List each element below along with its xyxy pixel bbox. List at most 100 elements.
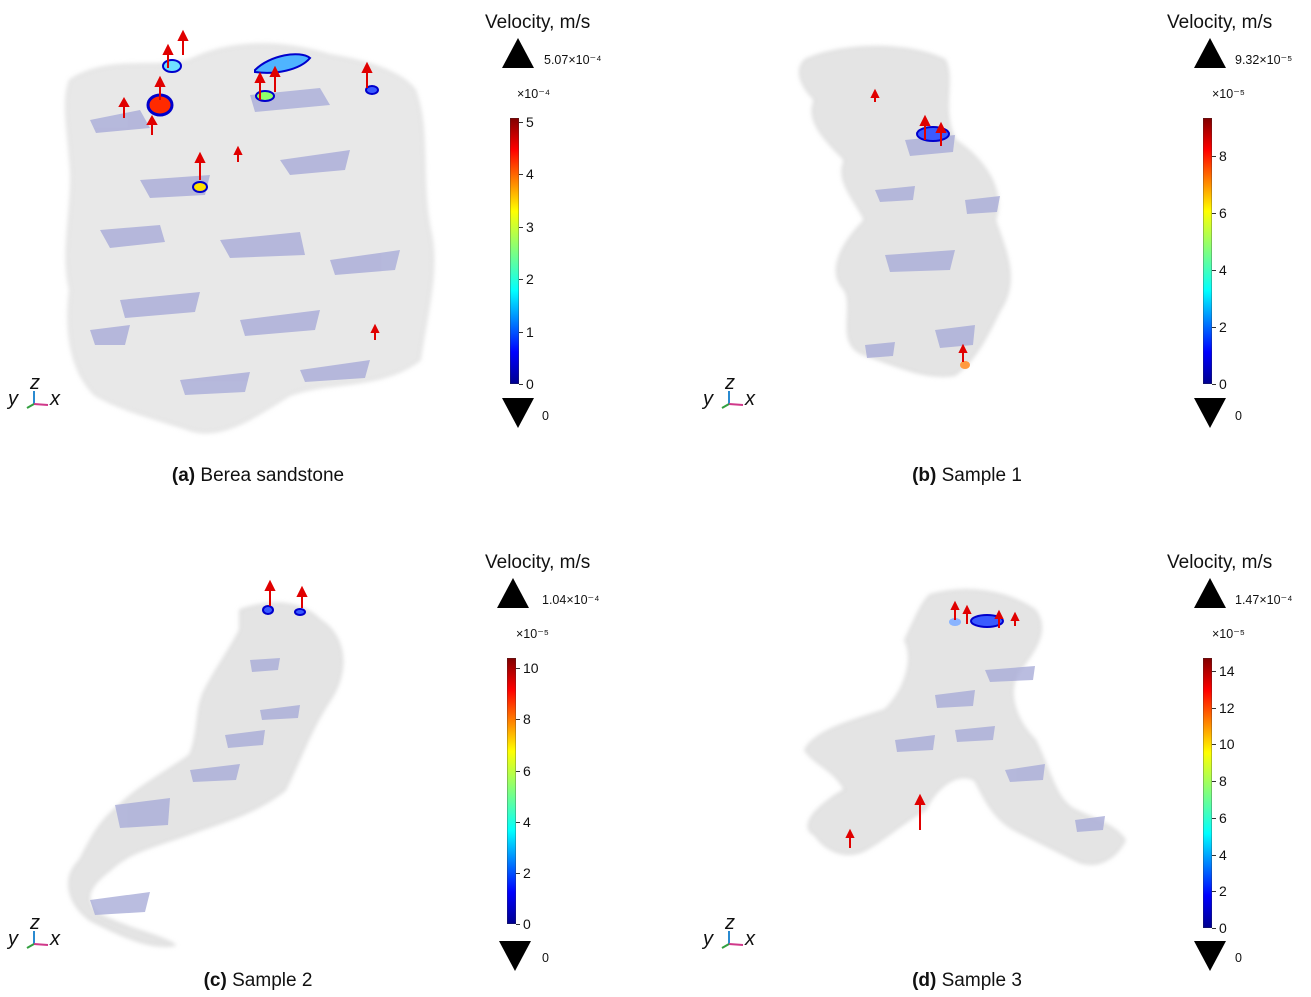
colorbar-tick-label: 12: [1219, 699, 1235, 716]
min-triangle-icon: [1194, 398, 1226, 428]
colorbar-tick-label: 2: [1219, 318, 1227, 335]
pore-render-sample-1: [799, 46, 1011, 377]
max-value: 1.04×10⁻⁴: [542, 593, 600, 607]
scale-exponent: ×10⁻⁴: [517, 87, 551, 101]
colorbar: [1202, 117, 1213, 385]
max-value: 5.07×10⁻⁴: [544, 53, 602, 67]
caption-a: (a) Berea sandstone: [58, 465, 458, 487]
min-value: 0: [542, 409, 549, 423]
colorbar: [509, 117, 520, 385]
colorbar-tick-label: 0: [1219, 376, 1227, 392]
colorbar-tick-label: 2: [523, 864, 531, 881]
axis-z-label: z: [30, 372, 40, 394]
colorbar-tick-mark: [516, 719, 520, 721]
min-triangle-icon: [1194, 941, 1226, 971]
axis-y-label: y: [703, 388, 713, 410]
pore-render-sample-3: [804, 589, 1126, 865]
colorbar-tick-mark: [1212, 854, 1216, 856]
colorbar-gradient: [1202, 657, 1213, 929]
colorbar-tick-label: 10: [1219, 736, 1235, 753]
colorbar-tick-mark: [1212, 781, 1216, 783]
colorbar-tick-label: 8: [1219, 773, 1227, 790]
axis-x-label: x: [745, 388, 755, 410]
colorbar-tick-mark: [1212, 744, 1216, 746]
colorbar-tick-label: 4: [1219, 846, 1227, 863]
max-triangle-icon: [1194, 38, 1226, 68]
colorbar-tick-label: 3: [526, 218, 534, 235]
axes-triad-icon: [721, 931, 744, 949]
colorbar-tick-label: 1: [526, 323, 534, 340]
legend-title: Velocity, m/s: [485, 552, 591, 573]
axis-z-label: z: [30, 912, 40, 934]
caption-c: (c) Sample 2: [58, 970, 458, 992]
axis-z-label: z: [725, 372, 735, 394]
colorbar-gradient: [509, 117, 520, 385]
panel-b: z y x Velocity, m/s 9.32×10⁻⁵ ×10⁻⁵ 0 (b…: [655, 0, 1311, 498]
panel-c: z y x Velocity, m/s 1.04×10⁻⁴ ×10⁻⁵ 0 (c…: [0, 540, 655, 997]
colorbar-tick-mark: [516, 668, 520, 670]
caption-text: Sample 1: [936, 465, 1022, 486]
axis-x-label: x: [50, 388, 60, 410]
colorbar-tick-mark: [519, 331, 523, 333]
colorbar-tick-mark: [1212, 155, 1216, 157]
colorbar-gradient: [506, 657, 517, 925]
colorbar-tick-mark: [1212, 670, 1216, 672]
colorbar-tick-label: 14: [1219, 662, 1235, 679]
colorbar-tick-mark: [1212, 891, 1216, 893]
panel-d: z y x Velocity, m/s 1.47×10⁻⁴ ×10⁻⁵ 0 (d…: [655, 540, 1311, 997]
colorbar-gradient: [1202, 117, 1213, 385]
colorbar-tick-mark: [1212, 269, 1216, 271]
legend-title: Velocity, m/s: [485, 12, 591, 33]
scale-exponent: ×10⁻⁵: [1212, 627, 1245, 641]
colorbar-tick-label: 6: [1219, 204, 1227, 221]
colorbar-tick-label: 4: [526, 166, 534, 183]
caption-text: Sample 2: [226, 970, 313, 991]
min-value: 0: [1235, 409, 1242, 423]
pore-render-berea: [65, 29, 434, 434]
colorbar-tick-mark: [1212, 928, 1216, 929]
caption-letter: (d): [912, 970, 937, 991]
colorbar-tick-label: 5: [526, 113, 534, 130]
legend-title: Velocity, m/s: [1167, 552, 1273, 573]
colorbar-tick-mark: [519, 226, 523, 228]
colorbar-tick-mark: [516, 872, 520, 874]
colorbar-tick-mark: [519, 174, 523, 176]
min-value: 0: [1235, 951, 1242, 965]
min-value: 0: [542, 951, 549, 965]
max-triangle-icon: [502, 38, 534, 68]
caption-letter: (a): [171, 465, 196, 486]
colorbar-tick-mark: [1212, 212, 1216, 214]
colorbar-tick-mark: [519, 279, 523, 281]
axis-x-label: x: [50, 928, 60, 950]
axes-triad: z y x: [703, 372, 763, 412]
max-value: 1.47×10⁻⁴: [1235, 593, 1293, 607]
colorbar: [1202, 657, 1213, 929]
colorbar-tick-mark: [516, 821, 520, 823]
axes-triad-icon: [26, 391, 49, 409]
pore-render-sample-2: [68, 579, 343, 947]
colorbar-tick-label: 6: [523, 762, 531, 779]
caption-letter: (b): [912, 465, 937, 486]
colorbar-tick-label: 0: [526, 376, 534, 392]
axes-triad: z y x: [8, 372, 68, 412]
colorbar-tick-label: 2: [526, 271, 534, 288]
colorbar-tick-mark: [1212, 384, 1216, 385]
axes-triad: z y x: [8, 912, 68, 952]
scale-exponent: ×10⁻⁵: [516, 627, 549, 641]
axis-y-label: y: [8, 928, 18, 950]
axes-triad: z y x: [703, 912, 763, 952]
colorbar-tick-label: 8: [523, 711, 531, 728]
colorbar-tick-mark: [1212, 326, 1216, 328]
axis-x-label: x: [745, 928, 755, 950]
colorbar-tick-mark: [1212, 817, 1216, 819]
colorbar-tick-mark: [519, 384, 523, 385]
min-triangle-icon: [499, 941, 531, 971]
max-value: 9.32×10⁻⁵: [1235, 53, 1293, 67]
colorbar-tick-label: 0: [1219, 920, 1227, 936]
colorbar-tick-label: 6: [1219, 809, 1227, 826]
max-triangle-icon: [497, 578, 529, 608]
colorbar-tick-label: 4: [523, 813, 531, 830]
caption-letter: (c): [203, 970, 227, 991]
colorbar-tick-label: 2: [1219, 883, 1227, 900]
colorbar-tick-label: 10: [523, 660, 539, 677]
